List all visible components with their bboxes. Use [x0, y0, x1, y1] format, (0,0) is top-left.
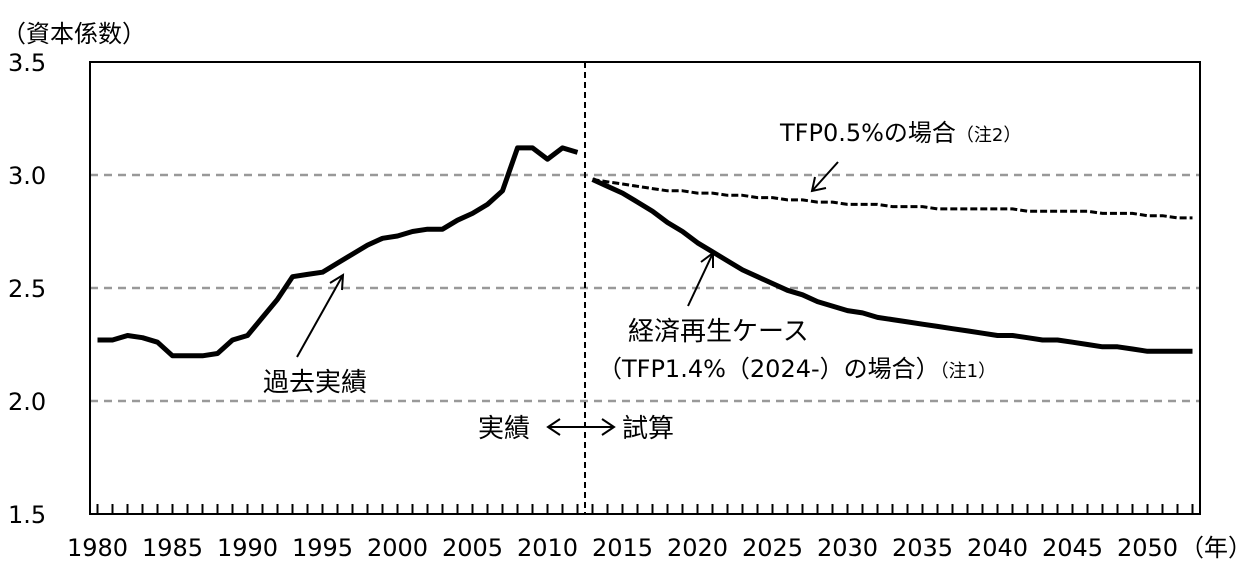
x-axis-tick-labels: 1980 1985 1990 1995 2000 2005 2010 2015 2020 2025…	[67, 534, 1178, 562]
label-tfp-case-note: （注2）	[956, 125, 1021, 146]
x-tick-label: 2015	[592, 534, 653, 562]
arrow-past-record-head	[329, 273, 345, 291]
x-tick-label: 2035	[892, 534, 953, 562]
data-series	[97, 145, 1193, 359]
arrow-baseline-case	[687, 252, 714, 307]
x-axis-unit-label: （年）	[1180, 534, 1250, 562]
grid-lines	[90, 173, 1200, 403]
label-baseline-case-note: （注1）	[940, 361, 996, 382]
series-line-1	[591, 177, 1193, 354]
label-baseline-case: 経済再生ケース	[628, 317, 809, 347]
arrow-tfp-case-head	[810, 176, 827, 193]
x-tick-label: 2020	[667, 534, 728, 562]
label-tfp-case-name: TFP0.5%の場合	[779, 119, 956, 147]
x-tick-label: 1995	[292, 534, 353, 562]
x-tick-label: 2030	[817, 534, 878, 562]
series-line-2	[592, 178, 1193, 220]
arrow-baseline-case-head	[700, 251, 714, 268]
x-tick-label: 2010	[517, 534, 578, 562]
y-axis-label: （資本係数）	[2, 20, 146, 48]
x-tick-label: 1985	[142, 534, 203, 562]
x-tick-label: 1990	[217, 534, 278, 562]
arrow-tfp-case	[811, 161, 839, 192]
double-arrow-left-head	[546, 418, 561, 436]
label-baseline-case-line2: （TFP1.4%（2024-）の場合）	[598, 355, 940, 383]
label-past-record: 過去実績	[263, 368, 367, 398]
series-line-0	[97, 145, 579, 359]
x-axis-ticks	[96, 504, 1194, 514]
x-tick-label: 1980	[67, 534, 128, 562]
y-tick-label: 2.0	[8, 388, 46, 416]
y-tick-label: 2.5	[8, 275, 46, 303]
x-tick-label: 2025	[742, 534, 803, 562]
y-tick-label: 1.5	[8, 501, 46, 529]
y-axis-tick-labels: 1.5 2.0 2.5 3.0 3.5	[8, 49, 46, 529]
label-actual: 実績	[478, 414, 530, 444]
plot-frame	[89, 61, 1201, 515]
y-tick-label: 3.0	[8, 162, 46, 190]
x-tick-label: 2050	[1117, 534, 1178, 562]
y-tick-label: 3.5	[8, 49, 46, 77]
double-arrow-right-head	[601, 418, 616, 436]
label-projection: 試算	[622, 414, 674, 444]
label-baseline-case-sub: （TFP1.4%（2024-）の場合）（注1）	[598, 355, 996, 383]
x-tick-label: 2045	[1042, 534, 1103, 562]
x-tick-label: 2000	[367, 534, 428, 562]
annotation-arrows	[296, 161, 839, 358]
x-tick-label: 2005	[442, 534, 503, 562]
divider-arrow	[546, 418, 616, 436]
label-tfp-case: TFP0.5%の場合（注2）	[779, 119, 1021, 147]
x-tick-label: 2040	[967, 534, 1028, 562]
arrow-past-record	[296, 274, 344, 358]
